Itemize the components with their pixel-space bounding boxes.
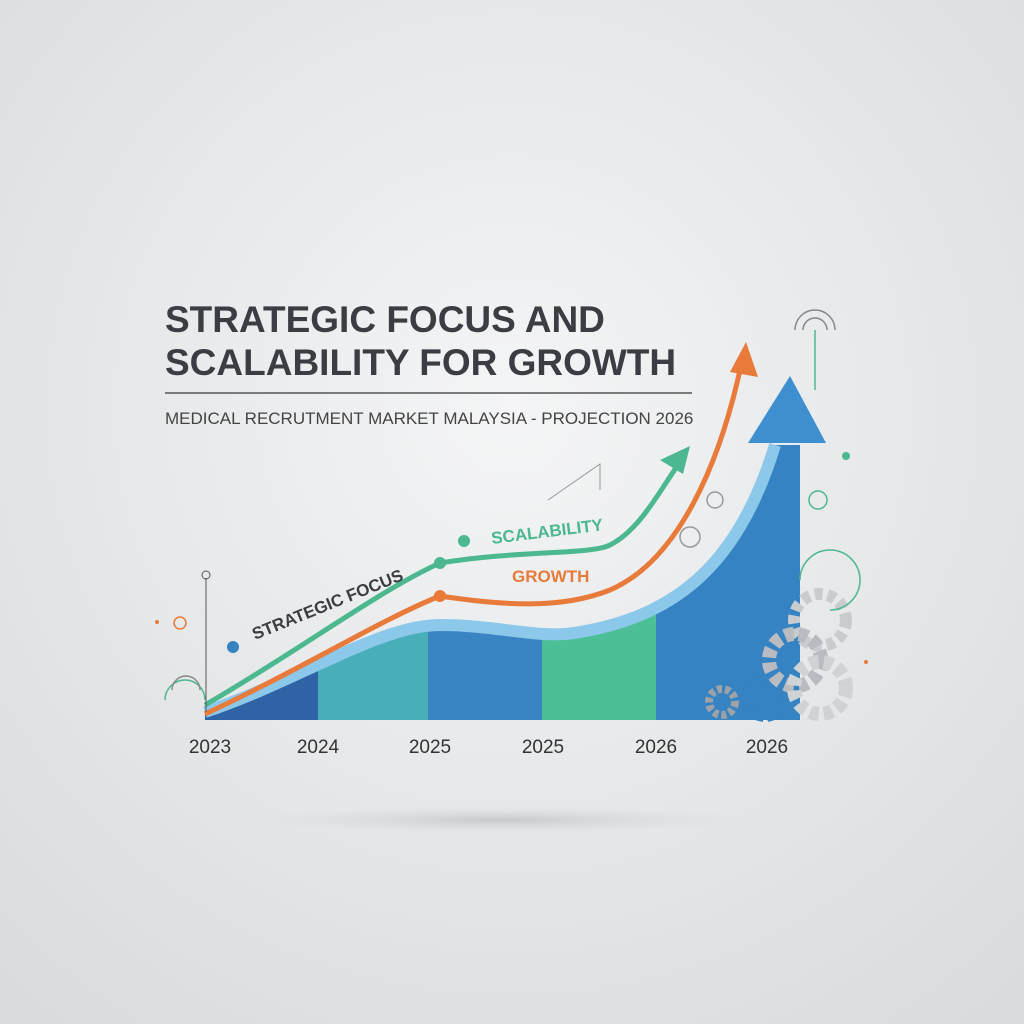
x-tick-label: 2025 [409,737,451,758]
dot [434,557,446,569]
decoration [679,526,701,548]
decoration [171,675,201,691]
gears [705,588,853,722]
decoration [864,660,868,664]
decoration [164,679,206,701]
decoration [706,491,724,509]
dot [434,590,446,602]
decorations [155,309,868,701]
title: SCALABILITY FOR GROWTH [165,342,676,383]
x-tick-label: 2026 [635,737,677,758]
decoration [842,452,850,460]
decoration [802,317,828,331]
wave-edge [203,443,781,718]
x-axis: 2023 2024 2025 2025 2026 2026 [189,737,788,758]
gear [787,655,853,721]
dot [227,641,239,653]
subtitle: MEDICAL RECRUTMENT MARKET MALAYSIA - PRO… [165,409,693,428]
gear [762,627,828,693]
blue-arrow-head [748,376,826,443]
x-tick-label: 2026 [746,737,788,758]
deco [547,463,601,501]
scalability-line [203,460,683,708]
growth-label: GROWTH [512,567,589,586]
growth-line [203,369,743,717]
orange-arrow-head [730,342,758,377]
green-arrow-head [660,446,690,474]
shadow [240,806,760,834]
decoration [808,490,828,510]
decoration [794,309,836,331]
x-tick-label: 2024 [297,737,340,758]
x-tick-label: 2023 [189,737,231,758]
gear [705,685,739,719]
gear [740,672,790,722]
gear [788,588,852,652]
decoration [155,620,159,624]
marker [201,570,211,580]
x-tick-label: 2025 [522,737,564,758]
dot [458,535,470,547]
decoration [173,616,187,630]
decoration [799,549,861,611]
title: STRATEGIC FOCUS AND [165,299,605,340]
